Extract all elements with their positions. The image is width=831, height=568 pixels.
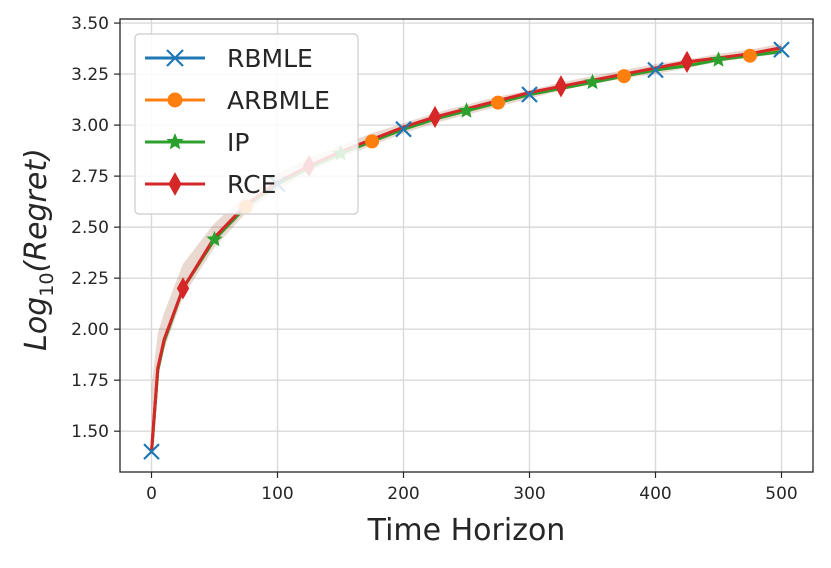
- x-marker-stroke: [166, 49, 184, 67]
- legend-marker-ip: [166, 132, 184, 150]
- y-tick-label: 3.50: [71, 14, 109, 34]
- marker-rbmle: [395, 120, 412, 138]
- y-axis-title-main: Log: [19, 297, 54, 351]
- x-axis-ticks: 0 100 200 300 400 500: [146, 472, 798, 504]
- legend-marker-rbmle: [166, 49, 184, 67]
- marker-ip: [710, 51, 727, 67]
- y-axis-title-subscript: 10: [36, 273, 58, 297]
- plot-area-frame: [119, 18, 814, 473]
- x-tick-label: 500: [765, 484, 797, 504]
- x-marker-stroke: [143, 443, 160, 460]
- marker-rce: [554, 75, 568, 98]
- x-marker-stroke: [647, 61, 664, 79]
- y-tick-label: 2.75: [71, 167, 109, 187]
- x-tick-label: 100: [261, 484, 293, 504]
- legend-entry-ip: IP: [145, 128, 249, 157]
- marker-arbmle: [617, 69, 631, 84]
- x-axis-title: Time Horizon: [367, 513, 566, 548]
- marker-arbmle: [365, 134, 379, 149]
- legend-entry-rbmle: RBMLE: [145, 44, 313, 73]
- x-marker-stroke: [395, 120, 412, 138]
- marker-rce: [428, 105, 442, 129]
- marker-rce: [176, 277, 190, 300]
- marker-ip: [458, 102, 475, 118]
- x-tick-label: 200: [387, 484, 419, 504]
- marker-rce: [680, 50, 694, 74]
- legend-label-arbmle: ARBMLE: [227, 86, 330, 115]
- marker-rbmle: [647, 61, 664, 79]
- x-marker-stroke: [773, 41, 790, 58]
- y-tick-label: 1.75: [71, 371, 109, 391]
- y-tick-label: 1.50: [71, 422, 109, 442]
- marker-ip: [206, 230, 223, 247]
- marker-arbmle: [491, 95, 505, 110]
- x-marker-stroke: [521, 86, 538, 103]
- y-tick-label: 2.00: [71, 320, 109, 340]
- y-axis-title-paren: (Regret): [19, 148, 54, 272]
- y-axis-ticks: 1.50 1.75 2.00 2.25 2.50 2.75 3.00 3.25 3.50: [71, 14, 120, 442]
- legend-marker-rce: [168, 172, 182, 196]
- legend-label-rce: RCE: [227, 170, 276, 199]
- legend: RBMLE ARBMLE IP RCE: [134, 33, 359, 215]
- y-tick-label: 3.00: [71, 116, 109, 136]
- marker-ip: [584, 73, 601, 90]
- legend-box: [134, 33, 359, 215]
- y-axis-title: Log10(Regret): [19, 148, 58, 351]
- marker-rbmle: [773, 41, 790, 58]
- x-tick-label: 0: [146, 484, 157, 504]
- y-tick-label: 2.50: [71, 218, 109, 238]
- legend-entry-rce: RCE: [145, 170, 276, 199]
- legend-marker-arbmle: [167, 92, 183, 108]
- marker-rbmle: [521, 86, 538, 103]
- y-tick-label: 3.25: [71, 65, 109, 85]
- legend-label-rbmle: RBMLE: [227, 44, 313, 73]
- legend-label-ip: IP: [227, 128, 249, 157]
- y-tick-label: 2.25: [71, 269, 109, 289]
- marker-rbmle: [143, 443, 160, 460]
- x-tick-label: 300: [513, 484, 545, 504]
- legend-entry-arbmle: ARBMLE: [145, 86, 330, 115]
- marker-arbmle: [743, 48, 757, 63]
- x-tick-label: 400: [639, 484, 671, 504]
